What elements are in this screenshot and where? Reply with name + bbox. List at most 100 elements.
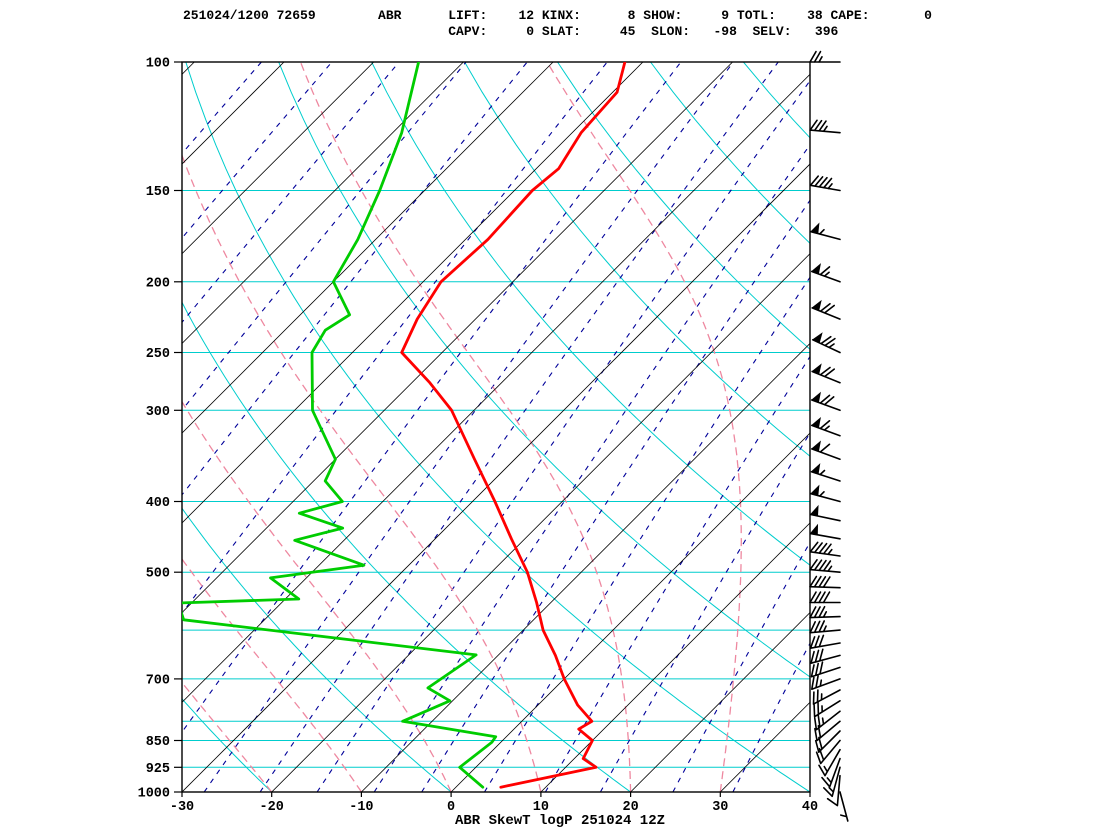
header-indices-line1: 251024/1200 72659 ABR LIFT: 12 KINX: 8 S… (183, 8, 932, 23)
isotherm-line (271, 253, 810, 792)
barb-staff (811, 266, 841, 283)
temperature-tick-label: 40 (802, 800, 818, 815)
wind-barb-column (809, 50, 849, 822)
mixing-ratio-line (544, 355, 810, 792)
isotherm-line (182, 73, 810, 703)
wind-barb (813, 710, 841, 731)
moist-adiabat-line (182, 153, 542, 792)
wind-barb (810, 263, 841, 283)
barb-staff (818, 748, 841, 777)
wind-barb (811, 332, 841, 354)
wind-barb (809, 559, 841, 573)
isotherm-line (182, 62, 464, 344)
wind-barb (810, 391, 841, 412)
barb-staff (813, 700, 841, 718)
isotherm-line (182, 62, 374, 255)
dry-adiabat-line (464, 62, 810, 457)
barb-staff (809, 175, 841, 192)
dry-adiabat-line (557, 62, 810, 350)
isotherm-line (0, 62, 105, 792)
mixing-ratio-line (421, 199, 810, 792)
barb-staff (809, 532, 841, 540)
wind-barb (811, 299, 841, 320)
pressure-tick-label: 925 (146, 762, 170, 777)
temperature-tick-label: -20 (260, 800, 284, 815)
wind-barb (809, 620, 841, 634)
pressure-tick-label: 200 (146, 276, 170, 291)
wind-barb (809, 575, 841, 589)
dry-adiabat-line (182, 507, 452, 792)
barb-staff (809, 605, 841, 619)
wind-barb (810, 463, 841, 482)
mixing-ratio-line (182, 62, 528, 496)
dry-adiabat-line (182, 301, 631, 792)
mixing-ratio-line (182, 62, 682, 733)
barb-staff (809, 559, 841, 573)
mixing-ratio-line (316, 79, 810, 792)
wind-barb (839, 791, 849, 822)
wind-barb (810, 484, 841, 503)
wind-barb (809, 119, 841, 134)
wind-barb (823, 766, 841, 798)
dry-adiabat-line (836, 62, 1120, 792)
isotherm-line (630, 612, 810, 792)
wind-barb (809, 50, 841, 63)
mixing-ratio-line (203, 62, 734, 792)
pressure-tick-label: 500 (146, 567, 170, 582)
wind-barb (809, 541, 841, 557)
dry-adiabat-line (743, 62, 810, 139)
temperature-tick-label: -10 (349, 800, 373, 815)
temperature-tick-label: 30 (712, 800, 728, 815)
barb-staff (810, 648, 841, 664)
mixing-ratio-line (732, 642, 810, 792)
pressure-tick-label: 100 (146, 57, 170, 72)
barb-staff (811, 366, 841, 384)
moist-adiabat-line (182, 400, 452, 792)
barb-staff (809, 50, 841, 63)
barb-staff (810, 228, 841, 241)
isotherm-line (720, 701, 810, 792)
barb-staff (810, 491, 841, 503)
barb-staff (809, 620, 841, 634)
wind-barb (810, 648, 841, 664)
wind-barb (810, 417, 841, 437)
barb-staff (813, 710, 841, 731)
isotherm-line (540, 522, 810, 792)
wind-barb (826, 774, 841, 807)
dry-adiabat-line (650, 62, 810, 244)
mixing-ratio-line (182, 62, 467, 411)
wind-barb (812, 689, 841, 705)
barb-staff (811, 303, 841, 320)
mixing-ratio-line (259, 62, 779, 792)
moist-adiabat-line (546, 62, 742, 792)
barb-staff (811, 443, 841, 460)
barb-staff (811, 675, 841, 690)
wind-barb (810, 661, 841, 678)
temperature-tick-label: 10 (533, 800, 549, 815)
dry-adiabat-line (185, 62, 810, 792)
wind-barb (809, 634, 841, 649)
wind-barb (811, 363, 841, 384)
pressure-tick-label: 400 (146, 496, 170, 511)
wind-barb (809, 523, 841, 540)
barb-staff (812, 689, 841, 705)
dry-adiabat-line (371, 62, 810, 566)
moist-adiabat-line (0, 62, 92, 792)
barb-staff (810, 661, 841, 678)
wind-barb (810, 440, 841, 460)
isotherm-line (450, 432, 810, 792)
header-indices-line2: CAPV: 0 SLAT: 45 SLON: -98 SELV: 396 (183, 24, 839, 39)
barb-staff (809, 513, 841, 522)
moist-adiabat-line (0, 62, 3, 792)
dewpoint-curve (182, 62, 498, 789)
wind-barb (810, 222, 841, 241)
wind-barb (809, 175, 841, 192)
pressure-tick-label: 700 (146, 673, 170, 688)
isotherm-line (182, 62, 285, 165)
barb-staff (809, 541, 841, 557)
barb-staff (809, 575, 841, 589)
wind-barb (813, 700, 841, 718)
